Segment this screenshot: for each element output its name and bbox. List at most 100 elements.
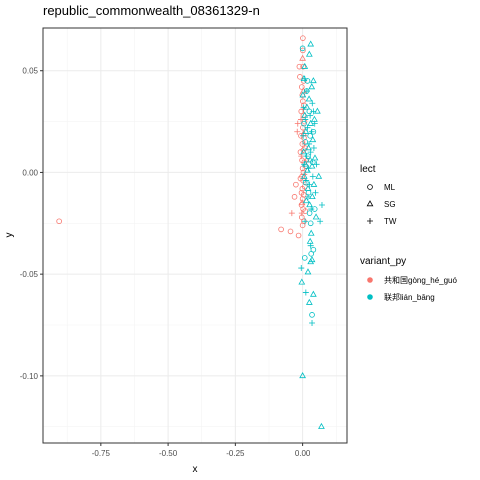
x-axis: -0.75 -0.50 -0.25 0.00 (92, 443, 311, 458)
y-tick-label: -0.10 (20, 372, 39, 381)
data-point (307, 258, 315, 265)
data-point (306, 201, 313, 208)
data-point (301, 62, 309, 69)
data-point (300, 75, 308, 82)
data-point (305, 95, 313, 102)
data-point (298, 210, 305, 217)
data-point (306, 140, 313, 147)
data-point (317, 218, 324, 225)
data-point (304, 268, 312, 275)
data-point (306, 237, 314, 244)
legend-label-sg: SG (384, 200, 396, 209)
data-point (300, 47, 306, 54)
data-point (307, 242, 314, 249)
y-axis: -0.10 -0.05 0.00 0.05 (20, 67, 43, 381)
data-point (309, 77, 317, 84)
data-point (298, 199, 306, 206)
data-point (300, 148, 308, 155)
x-tick-label: 0.00 (295, 449, 311, 458)
data-point (308, 193, 316, 200)
data-point (300, 132, 307, 139)
data-point (302, 289, 309, 296)
chart-title: republic_commonwealth_08361329-n (43, 3, 260, 18)
data-point (307, 149, 314, 156)
data-point (318, 201, 325, 208)
legend-variant: variant_py 共和国gòng_hé_guó 联邦lián_bāng (360, 256, 457, 302)
data-point (288, 210, 295, 217)
data-point (303, 177, 310, 184)
data-point (303, 103, 311, 110)
data-point (307, 40, 315, 47)
data-point (302, 127, 310, 134)
data-point (298, 265, 305, 272)
data-point (307, 220, 314, 227)
data-point (300, 104, 307, 111)
data-point (56, 218, 62, 225)
data-point (309, 100, 316, 107)
x-tick-label: -0.75 (92, 449, 111, 458)
legend-key-sg (366, 200, 374, 207)
data-point (303, 88, 310, 95)
data-point (315, 172, 323, 179)
data-point (301, 111, 309, 118)
data-point (300, 112, 307, 119)
data-point (307, 133, 313, 139)
data-point (294, 128, 301, 135)
legend-key-tw (367, 218, 373, 224)
data-point (294, 120, 301, 127)
data-point (278, 226, 284, 233)
data-point (299, 372, 306, 379)
data-point (298, 278, 306, 285)
data-point (312, 189, 319, 196)
data-point (309, 173, 316, 180)
data-point (308, 83, 316, 90)
data-point (309, 290, 317, 297)
data-point (300, 98, 306, 105)
data-point (293, 181, 299, 188)
data-point (295, 232, 302, 239)
x-tick-label: -0.25 (226, 449, 245, 458)
legend-label-tw: TW (384, 217, 397, 226)
data-point (312, 213, 320, 220)
data-points (56, 35, 325, 429)
legend-key-variant-2 (367, 294, 373, 300)
data-point (313, 161, 320, 168)
data-point (303, 153, 310, 160)
data-point (304, 184, 312, 191)
data-point (305, 165, 312, 172)
data-point (299, 91, 307, 98)
data-point (299, 45, 306, 52)
data-point (299, 54, 306, 61)
data-point (299, 84, 305, 90)
data-point (318, 422, 325, 429)
data-point (309, 136, 317, 143)
legend-label-variant-1: 共和国gòng_hé_guó (384, 276, 457, 285)
data-point (301, 75, 308, 82)
data-point (302, 116, 309, 123)
data-point (310, 145, 317, 152)
data-point (306, 156, 314, 163)
data-point (304, 124, 311, 131)
data-point (301, 255, 308, 261)
grid-major (43, 28, 347, 443)
data-point (307, 229, 315, 236)
data-point (300, 35, 306, 41)
data-point (300, 192, 307, 198)
y-axis-title: y (4, 233, 15, 238)
x-tick-label: -0.50 (159, 449, 178, 458)
data-point (306, 181, 313, 188)
data-point (296, 63, 303, 70)
data-point (301, 161, 308, 168)
data-point (308, 206, 315, 213)
data-point (309, 319, 316, 326)
y-tick-label: -0.05 (20, 270, 39, 279)
data-point (291, 194, 298, 200)
data-point (300, 63, 306, 70)
data-point (309, 312, 315, 318)
data-point (311, 154, 319, 161)
grid-minor (43, 28, 347, 443)
data-point (301, 120, 307, 127)
panel-border (42, 27, 348, 444)
data-point (287, 228, 294, 235)
